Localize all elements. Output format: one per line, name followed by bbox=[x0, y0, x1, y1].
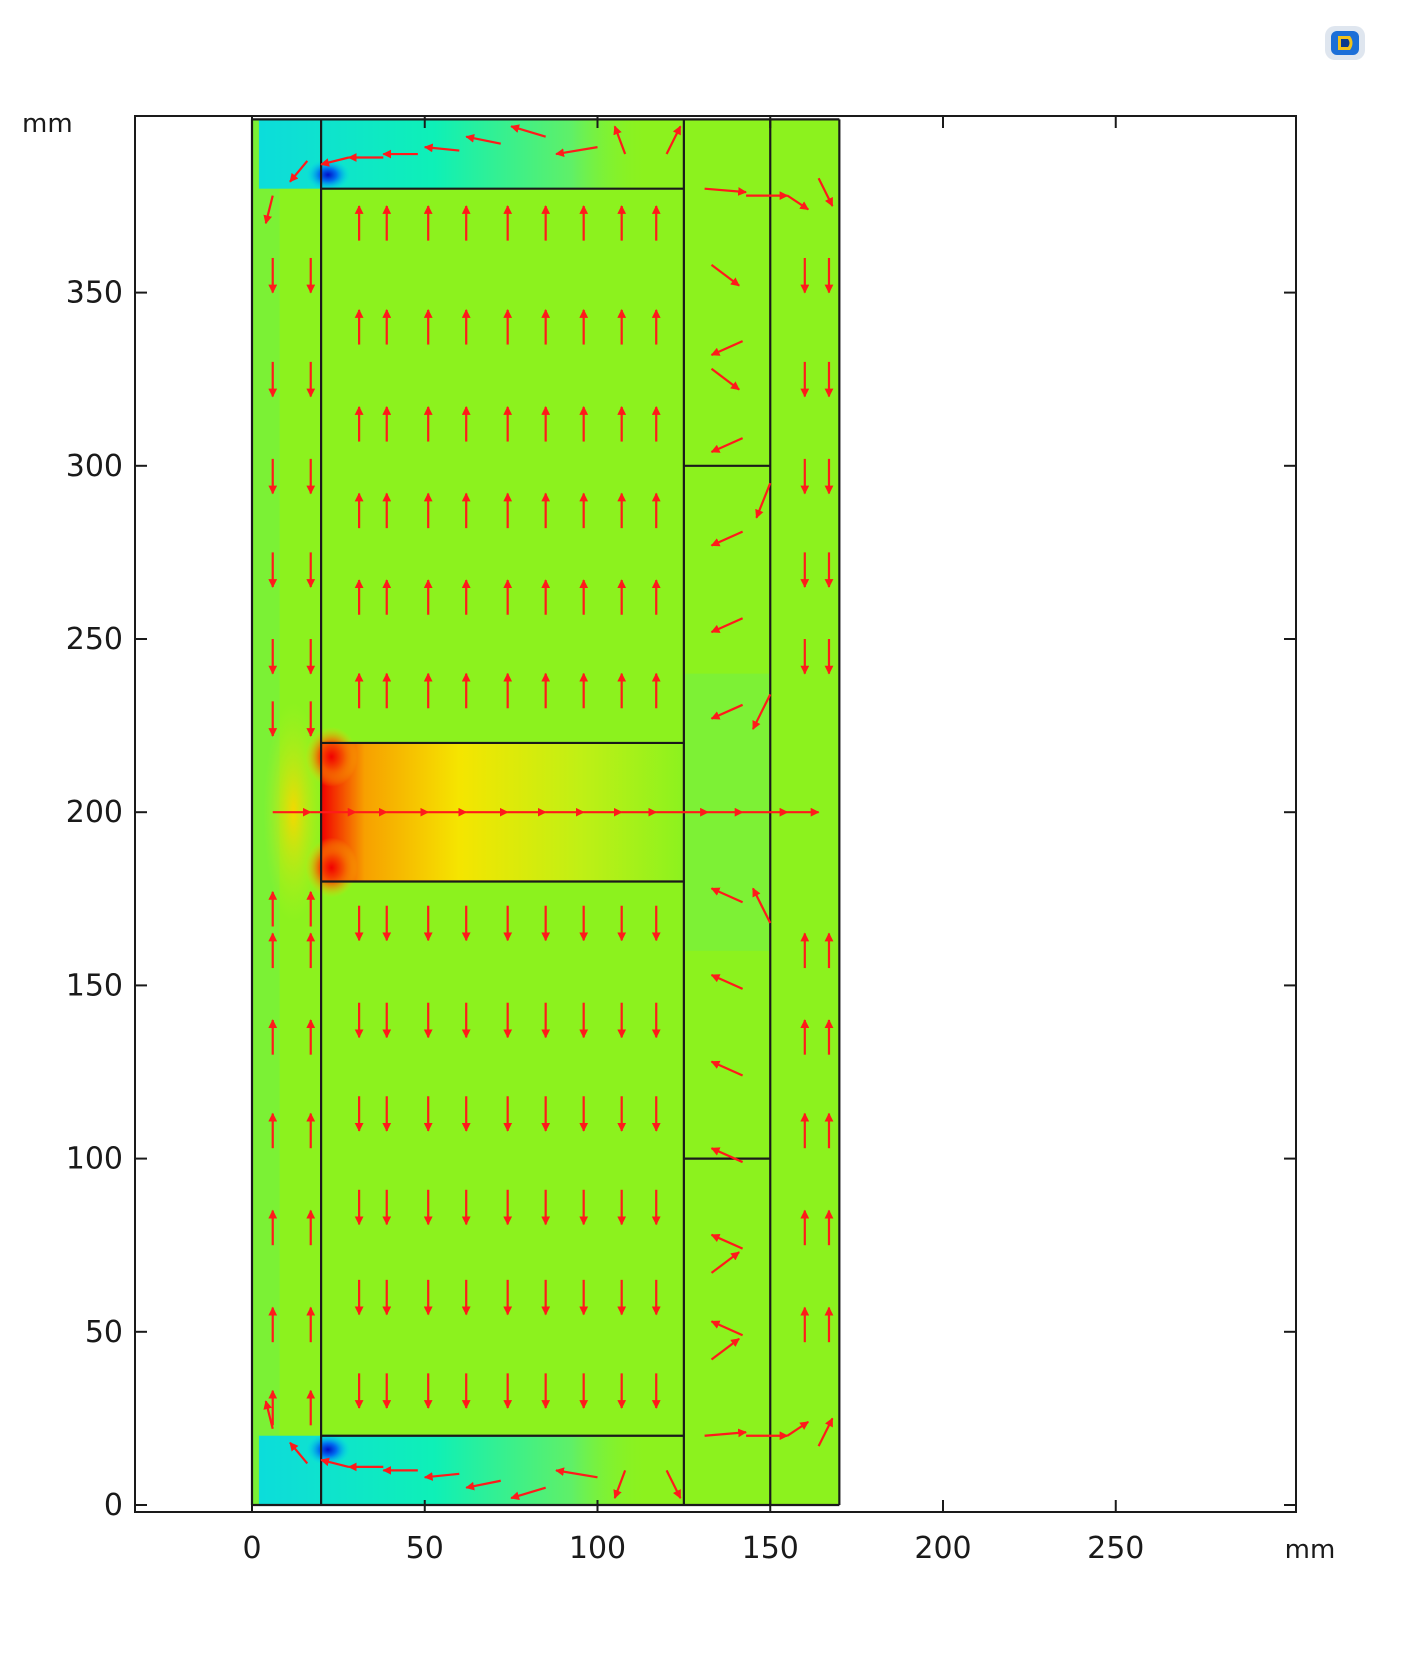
top-return-arrow bbox=[510, 124, 546, 138]
field-arrow bbox=[710, 974, 744, 990]
x-unit-label: mm bbox=[1285, 1535, 1336, 1565]
plot-frame bbox=[134, 115, 1297, 1513]
field-arrow bbox=[710, 617, 744, 634]
field-arrow bbox=[710, 1147, 744, 1164]
field-arrow bbox=[710, 1233, 744, 1250]
top-return-arrow bbox=[665, 125, 682, 155]
bottom-return-arrow bbox=[613, 1469, 627, 1499]
y-tick-label: 350 bbox=[66, 276, 123, 311]
bottom-corner-arrow bbox=[817, 1417, 834, 1447]
bottom-return-arrow bbox=[465, 1479, 501, 1491]
top-return-arrow bbox=[613, 125, 627, 155]
cold-spot-upper bbox=[306, 158, 351, 191]
bottom-corner-arrow bbox=[786, 1420, 809, 1437]
x-tick-label: 250 bbox=[1087, 1531, 1144, 1566]
x-tick-label: 100 bbox=[569, 1531, 626, 1566]
bottom-return-arrow bbox=[289, 1441, 309, 1465]
axes: 0 50 100 150 200 250 0 50 100 150 200 250 300 350 mm mm bbox=[22, 109, 1335, 1566]
y-tick-label: 250 bbox=[66, 622, 123, 657]
cold-spot-lower bbox=[306, 1433, 351, 1466]
bottom-return-arrow bbox=[510, 1486, 546, 1501]
field-arrow bbox=[710, 264, 740, 287]
field-arrow bbox=[710, 367, 740, 391]
field-arrow bbox=[710, 530, 744, 547]
y-tick-label: 150 bbox=[66, 968, 123, 1003]
top-return-arrow bbox=[465, 133, 501, 145]
hot-spot-lower bbox=[305, 837, 358, 898]
y-tick-label: 200 bbox=[66, 795, 123, 830]
field-arrow bbox=[710, 1337, 740, 1361]
top-corner-arrow bbox=[817, 177, 834, 207]
top-corner-arrow bbox=[786, 194, 809, 211]
field-arrow bbox=[263, 195, 274, 225]
field-arrow bbox=[710, 1251, 740, 1274]
x-tick-label: 50 bbox=[406, 1531, 444, 1566]
field-arrow bbox=[710, 703, 744, 720]
y-tick-label: 300 bbox=[66, 449, 123, 484]
field-arrow bbox=[710, 887, 744, 904]
y-unit-label: mm bbox=[22, 109, 73, 139]
field-arrow bbox=[710, 1060, 744, 1077]
bottom-corner-arrow bbox=[704, 1428, 747, 1438]
field-arrows bbox=[263, 124, 834, 1501]
field-arrow bbox=[755, 482, 772, 519]
x-tick-label: 0 bbox=[242, 1531, 261, 1566]
y-tick-label: 50 bbox=[85, 1315, 123, 1350]
field-arrow bbox=[263, 1400, 274, 1430]
field-arrow bbox=[710, 340, 744, 356]
top-return-arrow bbox=[423, 143, 460, 153]
x-tick-label: 150 bbox=[742, 1531, 799, 1566]
y-tick-label: 100 bbox=[66, 1142, 123, 1177]
bottom-return-arrow bbox=[423, 1472, 460, 1481]
top-corner-arrow bbox=[704, 187, 747, 196]
field-arrow bbox=[751, 693, 772, 730]
field-arrow bbox=[751, 887, 772, 924]
top-return-arrow bbox=[555, 146, 598, 158]
hot-spot-upper bbox=[305, 726, 358, 787]
x-tick-label: 200 bbox=[914, 1531, 971, 1566]
field-arrow bbox=[710, 1320, 744, 1337]
field-arrow bbox=[710, 437, 744, 453]
app-logo-icon bbox=[1325, 26, 1365, 60]
bottom-return-arrow bbox=[555, 1467, 598, 1479]
top-return-arrow bbox=[289, 160, 309, 183]
top-return-arrow bbox=[320, 156, 350, 167]
y-tick-label: 0 bbox=[104, 1488, 123, 1523]
bottom-return-arrow bbox=[320, 1457, 350, 1468]
bottom-return-arrow bbox=[665, 1469, 682, 1499]
